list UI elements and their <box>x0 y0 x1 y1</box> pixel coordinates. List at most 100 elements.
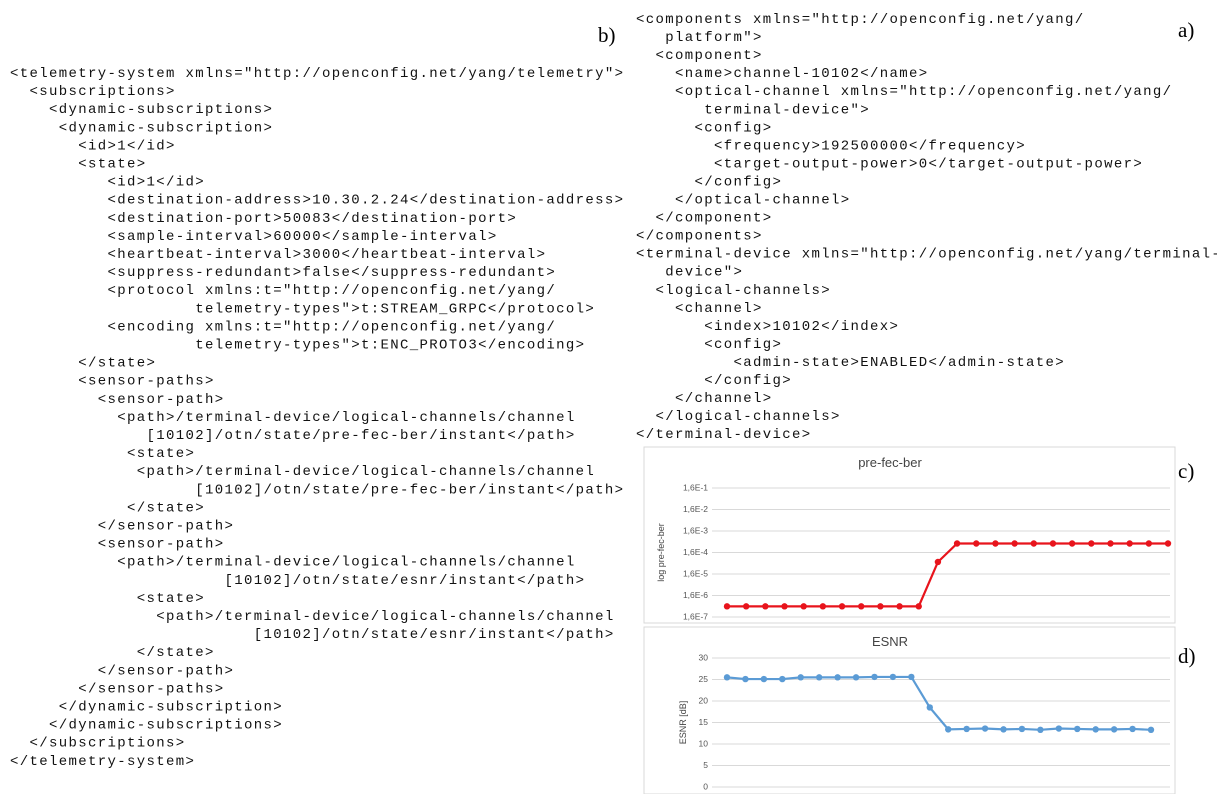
code-line: </dynamic-subscription> <box>10 700 283 716</box>
code-line: <state> <box>10 446 195 462</box>
y-tick-label: 25 <box>699 674 709 684</box>
code-line: <index>10102</index> <box>636 319 899 335</box>
data-point <box>973 540 980 547</box>
chart-frame <box>643 446 1176 624</box>
data-point <box>1107 540 1114 547</box>
data-point <box>1145 540 1153 547</box>
code-line: <dynamic-subscription> <box>10 120 273 136</box>
code-line: <frequency>192500000</frequency> <box>636 138 1026 154</box>
code-line: </optical-channel> <box>636 193 851 209</box>
code-line: <destination-port>50083</destination-por… <box>10 211 517 227</box>
code-line: <dynamic-subscriptions> <box>10 102 273 118</box>
code-line: </terminal-device> <box>636 427 812 443</box>
chart-frame <box>643 626 1176 794</box>
data-point <box>1092 726 1099 733</box>
data-point <box>926 704 933 711</box>
code-line: <id>1</id> <box>10 138 176 154</box>
code-line: </components> <box>636 229 763 245</box>
data-point <box>723 674 731 681</box>
code-line: <path>/terminal-device/logical-channels/… <box>10 410 576 426</box>
code-line: <config> <box>636 120 773 136</box>
code-line: </sensor-path> <box>10 519 234 535</box>
code-line: terminal-device"> <box>636 102 870 118</box>
data-point <box>934 558 942 566</box>
code-line: </state> <box>10 645 215 661</box>
code-line: <heartbeat-interval>3000</heartbeat-inte… <box>10 247 546 263</box>
code-line: <path>/terminal-device/logical-channels/… <box>10 555 576 571</box>
data-point <box>915 603 922 610</box>
code-line: <sensor-path> <box>10 392 225 408</box>
code-line: </logical-channels> <box>636 409 841 425</box>
code-line: platform"> <box>636 30 763 46</box>
code-line: <name>channel-10102</name> <box>636 66 929 82</box>
y-tick-label: 1,6E-3 <box>683 525 708 535</box>
y-tick-label: 30 <box>699 652 709 662</box>
data-point <box>1000 726 1007 733</box>
data-point <box>945 726 952 733</box>
data-point <box>963 725 970 733</box>
data-point <box>742 675 749 683</box>
y-tick-label: 1,6E-6 <box>683 590 708 600</box>
data-point <box>815 674 823 681</box>
y-tick-label: 1,6E-4 <box>683 547 708 557</box>
code-line: <subscriptions> <box>10 84 176 100</box>
data-point <box>992 540 999 547</box>
y-tick-label: 1,6E-1 <box>683 482 708 492</box>
data-point <box>1011 540 1018 547</box>
data-point <box>1126 540 1133 547</box>
data-point <box>800 603 807 610</box>
data-point <box>1049 540 1057 547</box>
y-tick-label: 20 <box>699 695 709 705</box>
data-point <box>858 603 865 610</box>
code-line: <state> <box>10 591 205 607</box>
code-line: <sample-interval>60000</sample-interval> <box>10 229 498 245</box>
code-line: [10102]/otn/state/pre-fec-ber/instant</p… <box>10 482 624 498</box>
y-tick-label: 5 <box>703 760 708 770</box>
data-point <box>953 540 961 547</box>
code-line: <encoding xmlns:t="http://openconfig.net… <box>10 319 556 335</box>
data-point <box>762 603 769 610</box>
code-line: <component> <box>636 48 763 64</box>
y-tick-label: 15 <box>699 717 709 727</box>
code-line: </config> <box>636 373 792 389</box>
data-point <box>1037 726 1044 734</box>
code-line: <target-output-power>0</target-output-po… <box>636 156 1143 172</box>
y-tick-label: 1,6E-2 <box>683 504 708 514</box>
data-point <box>1055 725 1063 732</box>
data-point <box>1129 725 1136 733</box>
data-point <box>1147 726 1155 734</box>
data-point <box>797 674 804 681</box>
code-line: </channel> <box>636 391 773 407</box>
data-point <box>877 603 884 610</box>
code-line: telemetry-types">t:ENC_PROTO3</encoding> <box>10 338 585 354</box>
data-point <box>1030 540 1037 547</box>
code-line: <sensor-paths> <box>10 374 215 390</box>
y-tick-label: 0 <box>703 781 708 791</box>
code-line: <sensor-path> <box>10 537 225 553</box>
code-line: </component> <box>636 211 773 227</box>
code-line: </sensor-paths> <box>10 681 225 697</box>
code-line: <path>/terminal-device/logical-channels/… <box>10 464 595 480</box>
data-point <box>834 674 841 681</box>
code-line: <channel> <box>636 301 763 317</box>
code-line: <telemetry-system xmlns="http://openconf… <box>10 66 624 82</box>
code-line: <destination-address>10.30.2.24</destina… <box>10 193 624 209</box>
data-point <box>852 674 860 681</box>
panel-label: b) <box>598 23 616 47</box>
code-line: [10102]/otn/state/pre-fec-ber/instant</p… <box>10 428 576 444</box>
code-line: </sensor-path> <box>10 663 234 679</box>
data-point <box>1088 540 1095 547</box>
code-line: <suppress-redundant>false</suppress-redu… <box>10 265 556 281</box>
data-point <box>779 675 786 683</box>
y-tick-label: 1,6E-7 <box>683 611 708 621</box>
data-point <box>896 603 903 610</box>
data-point <box>760 675 768 683</box>
code-line: </telemetry-system> <box>10 754 195 770</box>
data-point <box>1164 540 1172 547</box>
chart-title: ESNR <box>872 634 908 649</box>
code-line: </state> <box>10 500 205 516</box>
data-point <box>1018 725 1026 733</box>
y-tick-label: 1,6E-5 <box>683 568 708 578</box>
code-line: telemetry-types">t:STREAM_GRPC</protocol… <box>10 301 595 317</box>
